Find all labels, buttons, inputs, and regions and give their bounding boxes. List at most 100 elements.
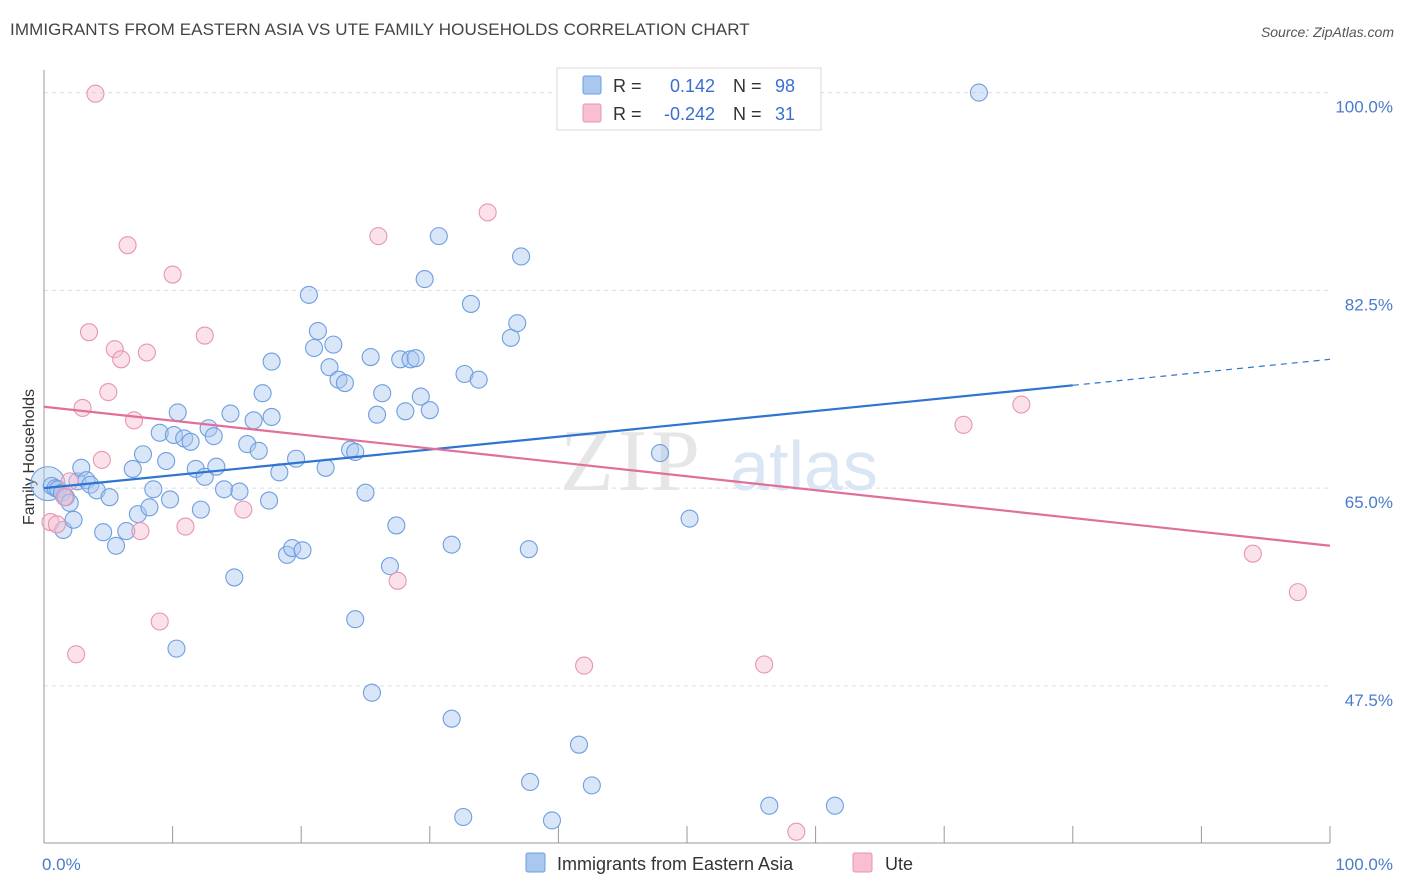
ute-point-12 xyxy=(118,236,137,255)
ute-point-13 xyxy=(124,411,144,430)
legend-r-label-blue: R = xyxy=(613,76,642,96)
immigrants-point-22 xyxy=(144,480,163,499)
immigrants-point-83 xyxy=(542,811,562,830)
ute-point-9 xyxy=(99,383,118,402)
y-tick-label-3: 100.0% xyxy=(1335,98,1393,117)
immigrants-point-27 xyxy=(168,403,187,422)
immigrants-point-74 xyxy=(429,227,448,246)
immigrants-point-72 xyxy=(415,270,434,289)
ute-point-5 xyxy=(73,398,92,417)
immigrants-point-80 xyxy=(508,314,527,333)
immigrants-point-6 xyxy=(60,493,79,512)
watermark-zip: ZIP xyxy=(560,413,704,510)
immigrants-point-8 xyxy=(64,510,83,529)
ute-trend-line xyxy=(43,405,1331,547)
immigrants-point-86 xyxy=(650,444,670,463)
immigrants-point-34 xyxy=(204,427,223,446)
immigrants-point-29 xyxy=(181,432,200,451)
immigrants-point-53 xyxy=(308,322,327,341)
immigrants-point-39 xyxy=(230,482,249,501)
immigrants-point-89 xyxy=(825,796,844,815)
immigrants-point-52 xyxy=(305,338,324,358)
immigrants-point-62 xyxy=(361,347,380,367)
ute-point-18 xyxy=(176,517,195,536)
gridlines xyxy=(44,92,1330,687)
ute-point-15 xyxy=(137,343,156,362)
immigrants-point-90 xyxy=(969,83,988,102)
legend-n-label-blue: N = xyxy=(733,76,762,96)
ute-point-23 xyxy=(478,203,497,222)
immigrants-point-70 xyxy=(406,349,425,368)
axes xyxy=(43,70,1331,844)
immigrants-point-37 xyxy=(221,404,240,423)
immigrants-point-97 xyxy=(167,639,186,658)
y-axis-label: Family Households xyxy=(21,389,38,525)
immigrants-point-87 xyxy=(680,509,699,528)
immigrants-point-88 xyxy=(760,796,779,815)
legend-swatch-blue xyxy=(582,75,602,95)
immigrants-point-50 xyxy=(293,541,312,560)
immigrants-point-40 xyxy=(238,435,257,454)
immigrants-point-78 xyxy=(469,370,488,389)
immigrants-point-91 xyxy=(262,407,281,426)
ute-point-8 xyxy=(92,450,111,469)
immigrants-point-55 xyxy=(320,358,339,377)
x-tick-label-100: 100.0% xyxy=(1335,855,1393,874)
legend-r-value-pink: -0.242 xyxy=(664,104,715,124)
immigrants-point-23 xyxy=(150,423,169,442)
immigrants-point-49 xyxy=(287,449,306,468)
ute-point-24 xyxy=(575,656,594,675)
immigrants-point-81 xyxy=(512,247,531,266)
ute-point-14 xyxy=(131,522,150,541)
ute-point-28 xyxy=(1243,544,1262,563)
ute-point-10 xyxy=(105,340,124,359)
immigrants-trend-line xyxy=(43,384,1073,490)
ute-point-2 xyxy=(55,488,74,507)
immigrants-point-36 xyxy=(214,480,234,499)
immigrants-point-26 xyxy=(164,425,183,445)
immigrants-point-51 xyxy=(299,285,318,304)
immigrants-point-64 xyxy=(373,384,392,403)
chart-title: IMMIGRANTS FROM EASTERN ASIA VS UTE FAMI… xyxy=(10,20,750,39)
immigrants-point-73 xyxy=(420,401,439,420)
immigrants-point-75 xyxy=(442,535,461,554)
immigrants-point-14 xyxy=(94,523,113,542)
immigrants-point-35 xyxy=(207,457,226,476)
immigrants-point-93 xyxy=(362,683,381,702)
correlation-legend: R = 0.142 N = 98 R = -0.242 N = 31 xyxy=(556,67,822,131)
trend-lines xyxy=(43,358,1331,547)
ute-point-7 xyxy=(86,84,105,103)
immigrants-point-68 xyxy=(396,402,415,421)
ute-point-11 xyxy=(112,350,131,369)
y-tick-label-2: 82.5% xyxy=(1345,295,1393,314)
immigrants-point-44 xyxy=(259,491,279,510)
immigrants-point-31 xyxy=(191,500,210,519)
ute-point-21 xyxy=(369,227,388,246)
ute-point-19 xyxy=(195,326,214,345)
immigrants-point-77 xyxy=(461,294,481,313)
immigrants-point-85 xyxy=(582,776,601,795)
legend-n-label-pink: N = xyxy=(733,104,762,124)
x-tick-marks xyxy=(43,826,1331,843)
immigrants-point-84 xyxy=(569,735,589,754)
ute-point-1 xyxy=(47,515,66,534)
immigrants-point-41 xyxy=(244,411,263,430)
immigrants-point-94 xyxy=(442,709,461,728)
ute-point-16 xyxy=(150,612,169,631)
immigrants-point-24 xyxy=(157,451,176,471)
series-legend-label-pink: Ute xyxy=(885,854,913,874)
y-tick-label-1: 65.0% xyxy=(1345,493,1393,512)
source-note: Source: ZipAtlas.com xyxy=(1260,24,1394,40)
legend-r-label-pink: R = xyxy=(613,104,642,124)
immigrants-point-43 xyxy=(253,384,272,403)
immigrants-point-63 xyxy=(368,405,387,424)
immigrants-point-54 xyxy=(316,458,335,477)
ute-point-20 xyxy=(234,500,253,519)
series-legend-swatch-pink xyxy=(852,852,873,873)
immigrants-point-71 xyxy=(411,387,430,406)
ute-point-17 xyxy=(163,265,182,284)
immigrants-point-65 xyxy=(380,557,399,576)
series-legend: Immigrants from Eastern Asia Ute xyxy=(525,852,913,874)
legend-r-value-blue: 0.142 xyxy=(670,76,715,96)
